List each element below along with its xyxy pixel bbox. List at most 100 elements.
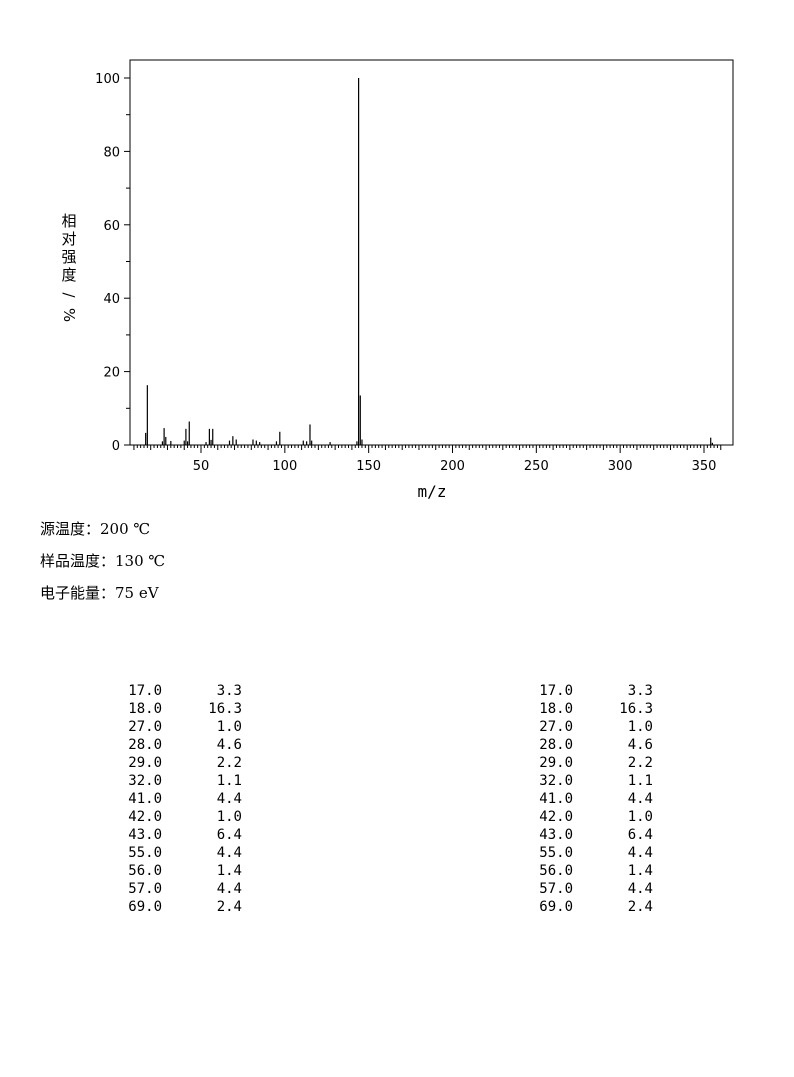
plot-frame [129,59,734,446]
table-row: 56.0 1.4 [511,862,671,880]
abundance-value: 6.4 [627,827,653,843]
x-tick-label: 350 [692,459,717,474]
mz-value: 41.0 [539,791,573,807]
mz-value: 17.0 [539,683,573,699]
table-row: 18.0 16.3 [511,700,671,718]
y-axis: 0 20 40 60 80 100 [95,72,130,454]
x-axis-label: m/z [418,482,447,501]
table-row: 41.0 4.4 [511,790,671,808]
mz-value: 29.0 [539,755,573,771]
table-row: 57.0 4.4 [511,880,671,898]
abundance-value: 4.4 [627,881,653,897]
mz-value: 69.0 [539,899,573,915]
abundance-value: 3.3 [627,683,653,699]
table-row: 28.0 4.6 [100,736,260,754]
x-axis: 50 100 150 200 250 300 350 [133,445,722,474]
y-axis-label: 相对强度 /% [58,212,80,324]
abundance-value: 4.4 [627,791,653,807]
table-row: 29.0 2.2 [511,754,671,772]
mass-spectrum-chart: 0 20 40 60 80 100 50 100 150 200 250 300 350 m/z [95,59,734,501]
abundance-value: 1.4 [627,863,653,879]
table-row: 42.0 1.0 [100,808,260,826]
abundance-value: 1.0 [627,809,653,825]
mz-value: 43.0 [128,827,162,843]
table-row: 56.0 1.4 [100,862,260,880]
abundance-value: 3.3 [216,683,242,699]
abundance-value: 4.4 [216,845,242,861]
mz-value: 43.0 [539,827,573,843]
abundance-value: 1.4 [216,863,242,879]
y-tick-label: 80 [103,145,120,160]
abundance-value: 2.4 [216,899,242,915]
param-source-temp: 源温度：200 ℃ [40,516,165,548]
mz-value: 57.0 [128,881,162,897]
mz-value: 55.0 [539,845,573,861]
x-tick-label: 100 [272,459,297,474]
table-row: 43.0 6.4 [100,826,260,844]
abundance-value: 6.4 [216,827,242,843]
peak-table-right: 17.0 3.3 18.0 16.3 27.0 1.0 28.0 4.6 29.0 2.2 32.0… [511,682,671,916]
abundance-value: 1.0 [216,719,242,735]
abundance-value: 1.0 [216,809,242,825]
table-row: 29.0 2.2 [100,754,260,772]
table-row: 55.0 4.4 [511,844,671,862]
x-tick-label: 150 [356,459,381,474]
param-value: 75 eV [115,584,159,602]
y-tick-label: 0 [112,439,120,454]
mz-value: 28.0 [128,737,162,753]
param-label: 样品温度： [40,552,116,570]
y-tick-label: 100 [95,72,120,87]
table-row: 41.0 4.4 [100,790,260,808]
abundance-value: 4.4 [627,845,653,861]
param-electron-energy: 电子能量：75 eV [40,580,165,612]
peak-series [145,78,713,445]
param-value: 200 ℃ [100,520,151,538]
abundance-value: 16.3 [208,701,242,717]
table-row: 27.0 1.0 [511,718,671,736]
mz-value: 27.0 [539,719,573,735]
abundance-value: 4.6 [216,737,242,753]
table-row: 32.0 1.1 [511,772,671,790]
mz-value: 18.0 [128,701,162,717]
y-tick-label: 60 [103,219,120,234]
abundance-value: 2.2 [216,755,242,771]
param-label: 电子能量： [40,584,116,602]
mz-value: 57.0 [539,881,573,897]
abundance-value: 4.4 [216,791,242,807]
mz-value: 28.0 [539,737,573,753]
table-row: 32.0 1.1 [100,772,260,790]
abundance-value: 4.4 [216,881,242,897]
mz-value: 56.0 [539,863,573,879]
mz-value: 42.0 [128,809,162,825]
x-tick-label: 250 [524,459,549,474]
param-sample-temp: 样品温度：130 ℃ [40,548,165,580]
table-row: 55.0 4.4 [100,844,260,862]
mz-value: 18.0 [539,701,573,717]
mz-value: 17.0 [128,683,162,699]
mz-value: 27.0 [128,719,162,735]
mz-value: 42.0 [539,809,573,825]
table-row: 42.0 1.0 [511,808,671,826]
table-row: 17.0 3.3 [511,682,671,700]
abundance-value: 4.6 [627,737,653,753]
abundance-value: 16.3 [619,701,653,717]
table-row: 43.0 6.4 [511,826,671,844]
mz-value: 56.0 [128,863,162,879]
acquisition-parameters: 源温度：200 ℃ 样品温度：130 ℃ 电子能量：75 eV [40,516,165,612]
mz-value: 29.0 [128,755,162,771]
mz-value: 41.0 [128,791,162,807]
table-row: 69.0 2.4 [511,898,671,916]
y-tick-label: 20 [103,366,120,381]
table-row: 18.0 16.3 [100,700,260,718]
y-axis-label-text: 相对强度 /% [60,212,78,323]
abundance-value: 2.4 [627,899,653,915]
param-value: 130 ℃ [115,552,166,570]
mz-value: 55.0 [128,845,162,861]
mz-value: 32.0 [128,773,162,789]
x-tick-label: 50 [193,459,210,474]
table-row: 28.0 4.6 [511,736,671,754]
param-label: 源温度： [40,520,101,538]
table-row: 57.0 4.4 [100,880,260,898]
abundance-value: 2.2 [627,755,653,771]
x-tick-label: 300 [608,459,633,474]
